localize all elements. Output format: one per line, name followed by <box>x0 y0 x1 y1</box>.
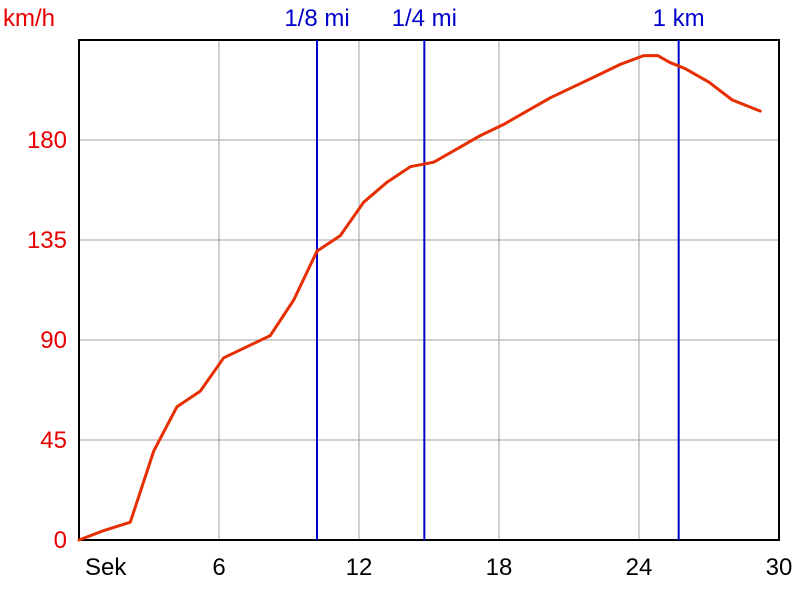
y-tick-label-3: 135 <box>27 227 67 254</box>
x-tick-label-4: 30 <box>766 554 793 581</box>
marker-label-2: 1 km <box>653 5 705 32</box>
plot-frame <box>78 39 780 541</box>
x-tick-label-1: 12 <box>346 554 373 581</box>
speed-series-line-0 <box>77 54 762 542</box>
y-tick-label-4: 180 <box>27 127 67 154</box>
y-tick-label-0: 0 <box>54 527 67 554</box>
y-tick-label-1: 45 <box>40 427 67 454</box>
marker-label-1: 1/4 mi <box>392 5 457 32</box>
series-layer <box>77 54 762 542</box>
x-tick-labels: 6 12 18 24 30 <box>212 554 792 581</box>
x-tick-label-2: 18 <box>486 554 513 581</box>
marker-label-0: 1/8 mi <box>284 5 349 32</box>
grid <box>79 40 779 540</box>
x-tick-label-0: 6 <box>212 554 225 581</box>
y-axis-label: km/h <box>3 5 55 32</box>
x-axis-label: Sek <box>85 554 127 581</box>
distance-markers: 1/8 mi 1/4 mi 1 km <box>284 5 705 540</box>
y-tick-label-2: 90 <box>40 327 67 354</box>
y-tick-labels: 0 45 90 135 180 <box>27 127 67 554</box>
x-tick-label-3: 24 <box>626 554 653 581</box>
